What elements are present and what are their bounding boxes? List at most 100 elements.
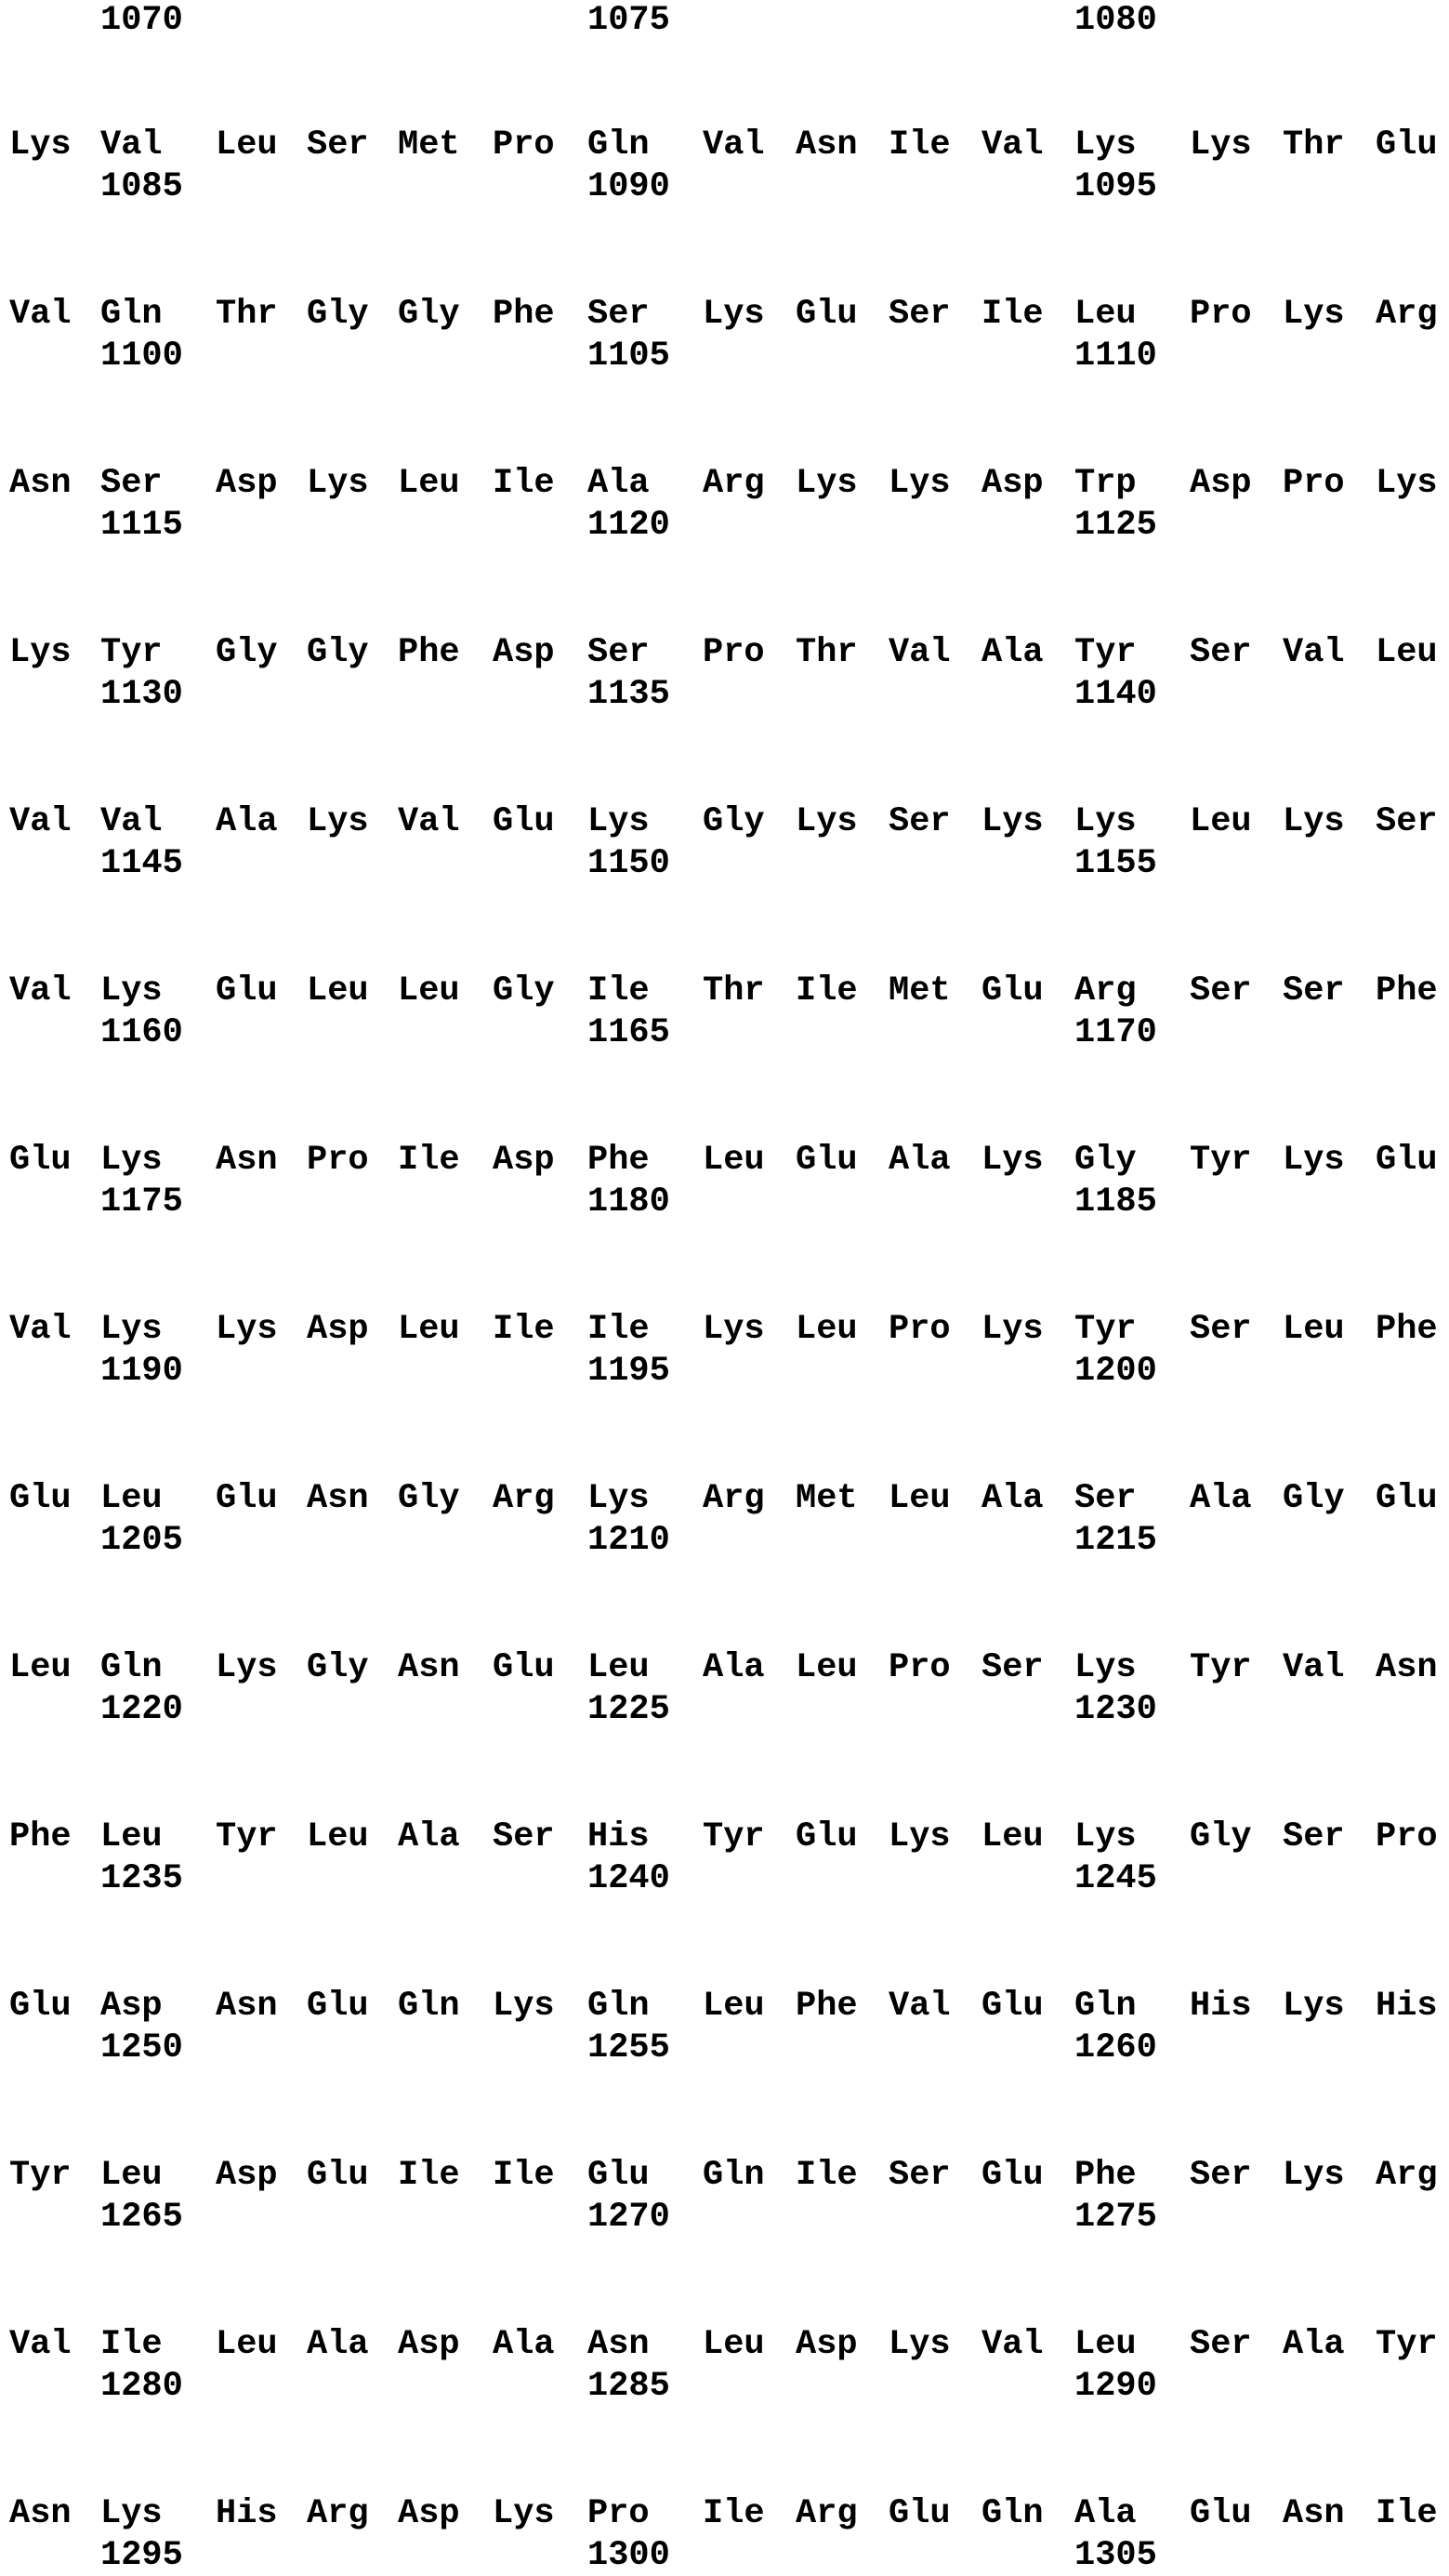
amino-acid-residue: Pro <box>889 1309 951 1350</box>
amino-acid-residue: Lys <box>981 1309 1044 1350</box>
amino-acid-residue: Val <box>703 125 765 165</box>
position-number: 1205 <box>100 1520 183 1561</box>
position-number-row: 119011951200 <box>0 1351 1449 1392</box>
amino-acid-residue: Gly <box>307 294 369 335</box>
amino-acid-residue: Ile <box>398 2155 460 2196</box>
amino-acid-residue: Ala <box>216 801 278 842</box>
amino-acid-residue: Glu <box>9 1986 72 2027</box>
amino-acid-residue: Leu <box>889 1478 951 1519</box>
amino-acid-residue: Asn <box>216 1140 278 1181</box>
amino-acid-residue: Lys <box>493 2493 555 2534</box>
amino-acid-residue: Val <box>9 294 72 335</box>
residue-row: AsnLysHisArgAspLysProIleArgGluGlnAlaGluA… <box>0 2493 1449 2534</box>
amino-acid-residue: Glu <box>981 2155 1044 2196</box>
amino-acid-residue: Phe <box>398 632 460 673</box>
position-number: 1105 <box>587 336 670 376</box>
amino-acid-residue: Glu <box>1376 1478 1438 1519</box>
amino-acid-residue: Glu <box>796 1140 858 1181</box>
position-number-row: 125012551260 <box>0 2028 1449 2068</box>
amino-acid-residue: Ser <box>1283 971 1345 1011</box>
residue-row: GluLysAsnProIleAspPheLeuGluAlaLysGlyTyrL… <box>0 1140 1449 1181</box>
amino-acid-residue: Tyr <box>703 1816 765 1857</box>
amino-acid-residue: Tyr <box>216 1816 278 1857</box>
amino-acid-residue: Arg <box>1376 294 1438 335</box>
amino-acid-residue: Arg <box>1074 971 1137 1011</box>
residue-row: ValLysLysAspLeuIleIleLysLeuProLysTyrSerL… <box>0 1309 1449 1350</box>
amino-acid-residue: Met <box>889 971 951 1011</box>
amino-acid-residue: Glu <box>493 801 555 842</box>
amino-acid-residue: Gln <box>398 1986 460 2027</box>
amino-acid-residue: Glu <box>1190 2493 1252 2534</box>
amino-acid-residue: Asn <box>398 1647 460 1688</box>
amino-acid-residue: Phe <box>796 1986 858 2027</box>
amino-acid-residue: Lys <box>1376 463 1438 504</box>
amino-acid-residue: Ile <box>703 2493 765 2534</box>
amino-acid-residue: Glu <box>307 1986 369 2027</box>
amino-acid-residue: Glu <box>1376 1140 1438 1181</box>
amino-acid-residue: Asp <box>493 632 555 673</box>
amino-acid-residue: Lys <box>587 1478 650 1519</box>
position-number: 1200 <box>1074 1351 1157 1392</box>
amino-acid-residue: Ser <box>1190 2324 1252 2365</box>
amino-acid-residue: Lys <box>981 1140 1044 1181</box>
amino-acid-residue: Val <box>9 1309 72 1350</box>
amino-acid-residue: Phe <box>1376 1309 1438 1350</box>
amino-acid-residue: Phe <box>587 1140 650 1181</box>
amino-acid-residue: Pro <box>587 2493 650 2534</box>
position-number: 1115 <box>100 505 183 546</box>
residue-row: GluLeuGluAsnGlyArgLysArgMetLeuAlaSerAlaG… <box>0 1478 1449 1519</box>
position-number: 1255 <box>587 2028 670 2068</box>
amino-acid-residue: Thr <box>703 971 765 1011</box>
amino-acid-residue: Lys <box>9 632 72 673</box>
amino-acid-residue: Leu <box>796 1309 858 1350</box>
amino-acid-residue: Gln <box>587 1986 650 2027</box>
amino-acid-residue: Gln <box>981 2493 1044 2534</box>
amino-acid-residue: Gly <box>398 294 460 335</box>
amino-acid-residue: Ala <box>981 632 1044 673</box>
amino-acid-residue: Leu <box>307 1816 369 1857</box>
amino-acid-residue: Ser <box>1190 971 1252 1011</box>
amino-acid-residue: Leu <box>1376 632 1438 673</box>
position-number: 1305 <box>1074 2535 1157 2576</box>
residue-row: LysValLeuSerMetProGlnValAsnIleValLysLysT… <box>0 125 1449 165</box>
amino-acid-residue: Ala <box>1283 2324 1345 2365</box>
amino-acid-residue: Phe <box>493 294 555 335</box>
position-number-row: 108510901095 <box>0 166 1449 207</box>
amino-acid-residue: Ser <box>1376 801 1438 842</box>
amino-acid-residue: Leu <box>1074 2324 1137 2365</box>
position-number: 1265 <box>100 2197 183 2238</box>
amino-acid-residue: Arg <box>703 1478 765 1519</box>
residue-row: AsnSerAspLysLeuIleAlaArgLysLysAspTrpAspP… <box>0 463 1449 504</box>
amino-acid-residue: Phe <box>1376 971 1438 1011</box>
position-number: 1230 <box>1074 1689 1157 1730</box>
amino-acid-residue: Ile <box>398 1140 460 1181</box>
amino-acid-residue: Ser <box>981 1647 1044 1688</box>
amino-acid-residue: Lys <box>889 463 951 504</box>
amino-acid-residue: Gly <box>493 971 555 1011</box>
amino-acid-residue: Gln <box>587 125 650 165</box>
amino-acid-residue: Thr <box>1283 125 1345 165</box>
amino-acid-residue: Pro <box>307 1140 369 1181</box>
amino-acid-residue: Leu <box>981 1816 1044 1857</box>
amino-acid-residue: Lys <box>216 1647 278 1688</box>
position-number: 1180 <box>587 1182 670 1222</box>
amino-acid-residue: Ser <box>1074 1478 1137 1519</box>
position-number: 1215 <box>1074 1520 1157 1561</box>
amino-acid-residue: Ile <box>100 2324 163 2365</box>
amino-acid-residue: Glu <box>216 971 278 1011</box>
amino-acid-residue: Val <box>9 801 72 842</box>
amino-acid-residue: Gln <box>1074 1986 1137 2027</box>
amino-acid-residue: Val <box>1283 632 1345 673</box>
residue-row: ValIleLeuAlaAspAlaAsnLeuAspLysValLeuSerA… <box>0 2324 1449 2365</box>
amino-acid-residue: Leu <box>587 1647 650 1688</box>
position-number: 1090 <box>587 166 670 207</box>
amino-acid-residue: Ile <box>889 125 951 165</box>
position-number: 1300 <box>587 2535 670 2576</box>
amino-acid-residue: Gln <box>100 294 163 335</box>
amino-acid-residue: Asn <box>216 1986 278 2027</box>
amino-acid-residue: Thr <box>216 294 278 335</box>
position-number-row: 114511501155 <box>0 843 1449 884</box>
amino-acid-residue: Pro <box>1283 463 1345 504</box>
amino-acid-residue: Met <box>796 1478 858 1519</box>
amino-acid-residue: Ser <box>307 125 369 165</box>
